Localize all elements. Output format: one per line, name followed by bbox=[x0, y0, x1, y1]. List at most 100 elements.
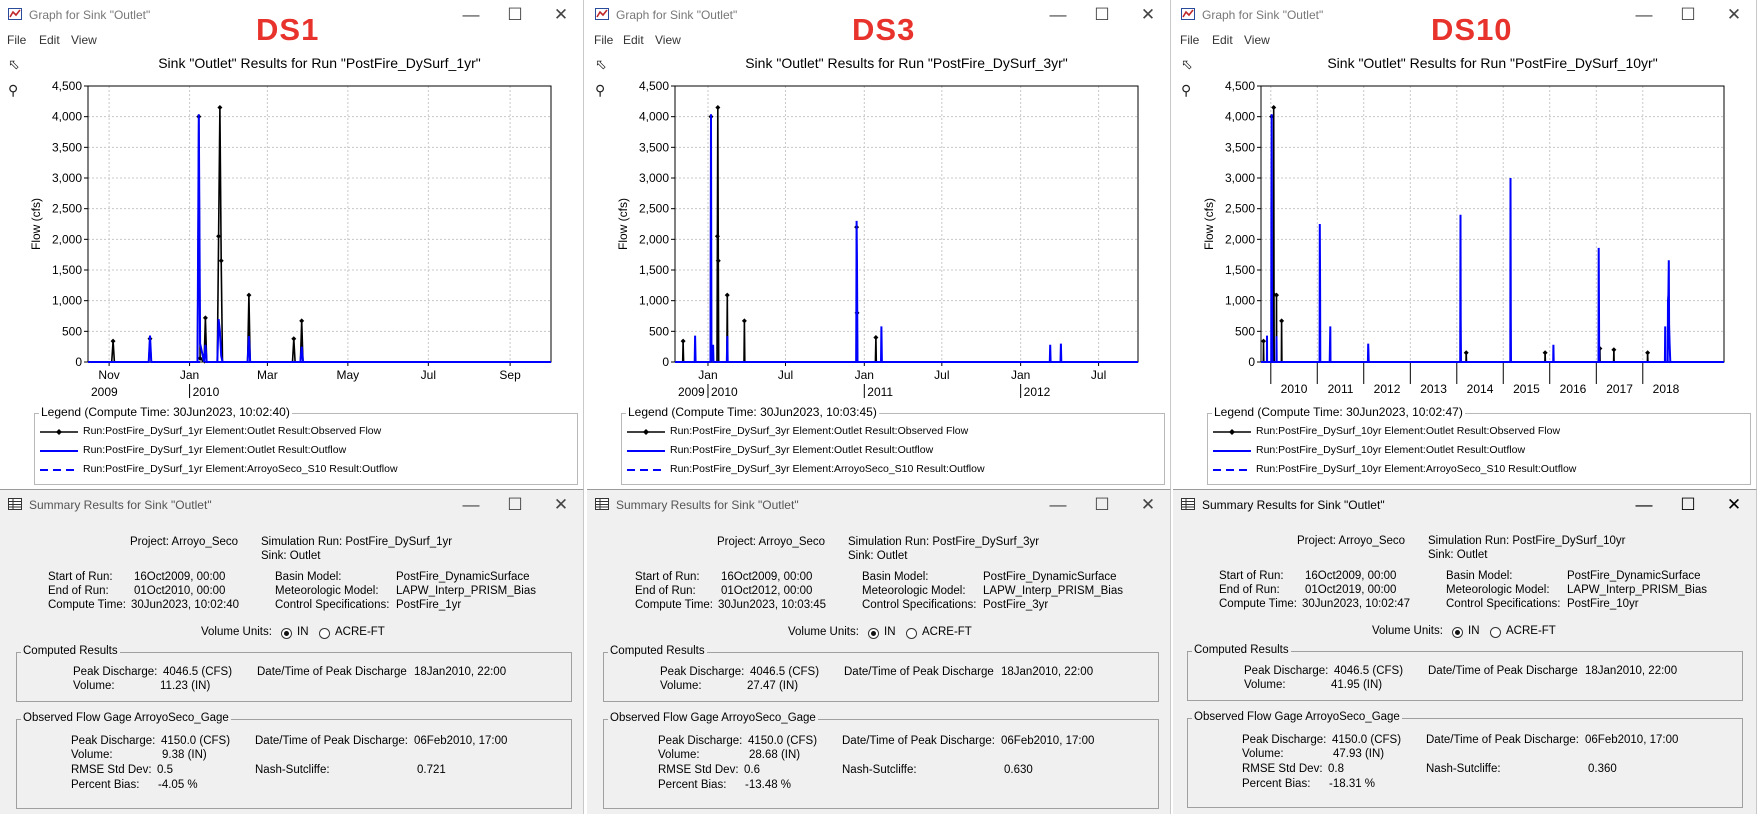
minimize-icon[interactable]: — bbox=[462, 5, 480, 24]
radio-in-label[interactable]: IN bbox=[297, 626, 309, 638]
start-label: Start of Run: bbox=[1219, 570, 1284, 582]
minimize-icon[interactable]: — bbox=[1635, 5, 1653, 24]
summary-title-bar[interactable]: Summary Results for Sink "Outlet" — ☐ ✕ bbox=[1173, 490, 1756, 520]
data-point bbox=[1261, 338, 1267, 344]
maximize-icon[interactable]: ☐ bbox=[1094, 5, 1110, 24]
observed-peak-date-label: Date/Time of Peak Discharge: bbox=[842, 735, 995, 747]
menu-file[interactable]: File bbox=[1180, 33, 1200, 47]
data-point bbox=[110, 338, 116, 344]
zoom-tool-icon[interactable]: ⚲ bbox=[1181, 82, 1192, 98]
legend-swatch-outflow bbox=[40, 450, 78, 452]
graph-title-bar[interactable]: Graph for Sink "Outlet" — ☐ ✕ bbox=[1173, 0, 1756, 30]
maximize-icon[interactable]: ☐ bbox=[507, 5, 523, 24]
basin-value: PostFire_DynamicSurface bbox=[983, 571, 1117, 583]
radio-in[interactable] bbox=[281, 628, 292, 639]
y-tick-label: 0 bbox=[662, 355, 669, 369]
zoom-tool-icon[interactable]: ⚲ bbox=[8, 82, 19, 98]
maximize-icon[interactable]: ☐ bbox=[507, 495, 523, 514]
data-point bbox=[291, 336, 297, 342]
graph-title-bar[interactable]: Graph for Sink "Outlet" — ☐ ✕ bbox=[587, 0, 1170, 30]
x-band-label: 2014 bbox=[1467, 382, 1494, 396]
radio-acre-ft[interactable] bbox=[906, 628, 917, 639]
close-icon[interactable]: ✕ bbox=[553, 5, 569, 24]
pointer-tool-icon[interactable]: ⬁ bbox=[1181, 56, 1193, 72]
y-tick-label: 3,000 bbox=[639, 171, 669, 185]
radio-acre-ft-label[interactable]: ACRE-FT bbox=[922, 626, 972, 638]
percent-bias-value: -4.05 % bbox=[158, 779, 198, 791]
y-tick-label: 500 bbox=[1235, 324, 1255, 338]
data-point bbox=[741, 318, 747, 324]
observed-volume-label: Volume: bbox=[1242, 748, 1284, 760]
x-tick-label: Jan bbox=[855, 368, 874, 382]
close-icon[interactable]: ✕ bbox=[1726, 495, 1742, 514]
radio-acre-ft-label[interactable]: ACRE-FT bbox=[1506, 625, 1556, 637]
chart-title: Sink "Outlet" Results for Run "PostFire_… bbox=[745, 55, 1068, 71]
maximize-icon[interactable]: ☐ bbox=[1094, 495, 1110, 514]
table-icon bbox=[8, 498, 22, 510]
compute-value: 30Jun2023, 10:03:45 bbox=[718, 599, 827, 611]
y-tick-label: 4,500 bbox=[52, 79, 82, 93]
x-band-label: 2018 bbox=[1653, 382, 1680, 396]
pointer-tool-icon[interactable]: ⬁ bbox=[8, 56, 20, 72]
menu-edit[interactable]: Edit bbox=[1212, 33, 1233, 47]
radio-acre-ft[interactable] bbox=[1490, 627, 1501, 638]
control-value: PostFire_1yr bbox=[396, 599, 462, 611]
summary-title-bar[interactable]: Summary Results for Sink "Outlet" — ☐ ✕ bbox=[0, 490, 583, 520]
data-point bbox=[1271, 104, 1277, 110]
chart-title: Sink "Outlet" Results for Run "PostFire_… bbox=[158, 55, 481, 71]
observed-volume-value: 47.93 (IN) bbox=[1333, 748, 1385, 760]
close-icon[interactable]: ✕ bbox=[553, 495, 569, 514]
radio-in[interactable] bbox=[1452, 627, 1463, 638]
observed-peak-label: Peak Discharge: bbox=[1242, 734, 1327, 746]
pointer-tool-icon[interactable]: ⬁ bbox=[595, 56, 607, 72]
computed-results-title: Computed Results bbox=[608, 645, 707, 657]
x-band-label: 2010 bbox=[193, 385, 220, 399]
legend-swatch-observed bbox=[1213, 429, 1251, 435]
menu-view[interactable]: View bbox=[1244, 33, 1270, 47]
summary-title-bar[interactable]: Summary Results for Sink "Outlet" — ☐ ✕ bbox=[587, 490, 1170, 520]
volume-units-label: Volume Units: bbox=[201, 626, 272, 638]
panel-ds10: Graph for Sink "Outlet" — ☐ ✕ DS10 File … bbox=[1173, 0, 1757, 814]
legend-label: Run:PostFire_DySurf_10yr Element:Outlet … bbox=[1256, 444, 1526, 456]
graph-title-bar[interactable]: Graph for Sink "Outlet" — ☐ ✕ bbox=[0, 0, 583, 30]
observed-gage-box: Observed Flow Gage ArroyoSeco_Gage Peak … bbox=[16, 712, 572, 809]
menu-edit[interactable]: Edit bbox=[623, 33, 644, 47]
maximize-icon[interactable]: ☐ bbox=[1680, 5, 1696, 24]
rmse-label: RMSE Std Dev: bbox=[1242, 763, 1323, 775]
minimize-icon[interactable]: — bbox=[1049, 5, 1067, 24]
legend-swatch-outflow bbox=[627, 450, 665, 452]
end-label: End of Run: bbox=[635, 585, 696, 597]
radio-acre-ft-label[interactable]: ACRE-FT bbox=[335, 626, 385, 638]
y-tick-label: 3,000 bbox=[1225, 171, 1255, 185]
sink-text: Sink: Outlet bbox=[261, 550, 321, 562]
compute-label: Compute Time: bbox=[635, 599, 713, 611]
graph-window-title: Graph for Sink "Outlet" bbox=[616, 8, 738, 22]
series-line-0 bbox=[675, 107, 1138, 363]
menu-view[interactable]: View bbox=[655, 33, 681, 47]
data-point bbox=[715, 104, 721, 110]
close-icon[interactable]: ✕ bbox=[1140, 5, 1156, 24]
menu-bar: File Edit View bbox=[1173, 33, 1756, 51]
minimize-icon[interactable]: — bbox=[1049, 495, 1067, 514]
menu-edit[interactable]: Edit bbox=[39, 33, 60, 47]
menu-file[interactable]: File bbox=[594, 33, 614, 47]
radio-acre-ft[interactable] bbox=[319, 628, 330, 639]
menu-view[interactable]: View bbox=[71, 33, 97, 47]
zoom-tool-icon[interactable]: ⚲ bbox=[595, 82, 606, 98]
minimize-icon[interactable]: — bbox=[462, 495, 480, 514]
basin-label: Basin Model: bbox=[862, 571, 929, 583]
radio-in-label[interactable]: IN bbox=[1468, 625, 1480, 637]
y-tick-label: 3,500 bbox=[52, 140, 82, 154]
maximize-icon[interactable]: ☐ bbox=[1680, 495, 1696, 514]
radio-in[interactable] bbox=[868, 628, 879, 639]
close-icon[interactable]: ✕ bbox=[1726, 5, 1742, 24]
met-value: LAPW_Interp_PRISM_Bias bbox=[983, 585, 1123, 597]
nash-sutcliffe-value: 0.360 bbox=[1588, 763, 1617, 775]
percent-bias-value: -18.31 % bbox=[1329, 778, 1376, 790]
close-icon[interactable]: ✕ bbox=[1140, 495, 1156, 514]
x-band-label: 2010 bbox=[1281, 382, 1308, 396]
y-tick-label: 4,500 bbox=[639, 79, 669, 93]
minimize-icon[interactable]: — bbox=[1635, 495, 1653, 514]
radio-in-label[interactable]: IN bbox=[884, 626, 896, 638]
menu-file[interactable]: File bbox=[7, 33, 27, 47]
